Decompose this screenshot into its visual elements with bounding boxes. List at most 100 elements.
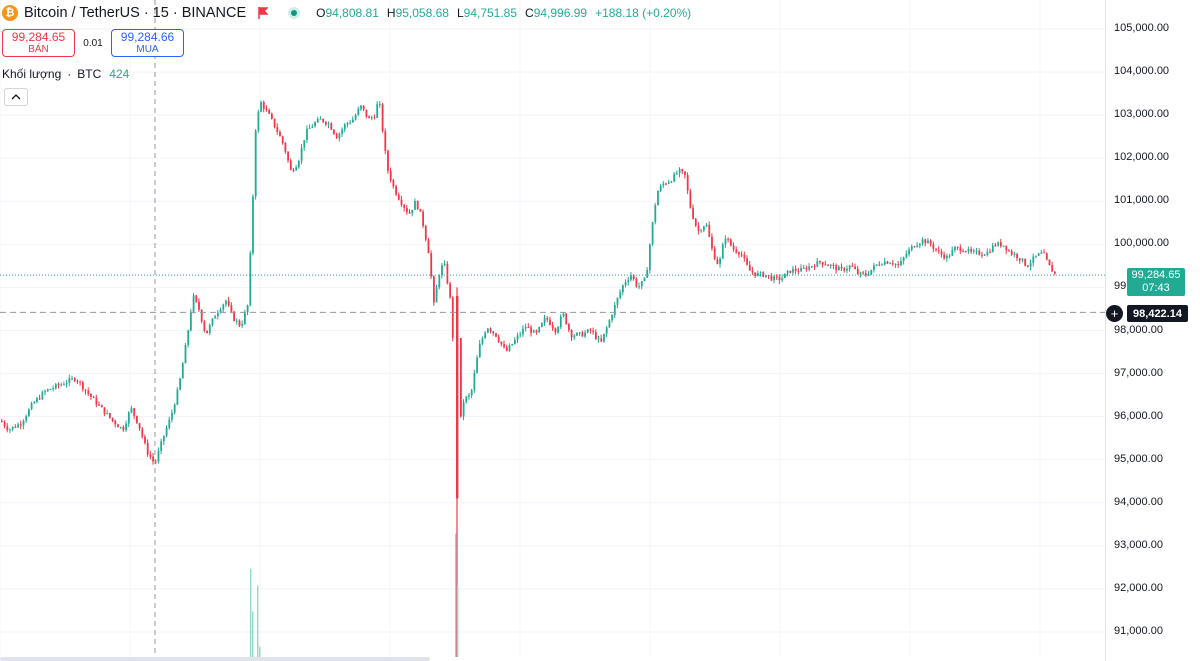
- candle-body: [354, 115, 357, 120]
- candle-body: [373, 117, 376, 119]
- candle-body: [854, 266, 856, 270]
- candle-body: [303, 140, 306, 148]
- buy-button[interactable]: 99,284.66 MUA: [111, 29, 184, 57]
- price-axis-tick-label: 96,000.00: [1114, 409, 1163, 422]
- price-axis-tick-label: 95,000.00: [1114, 452, 1163, 465]
- candle-body: [654, 205, 657, 223]
- candle-body: [325, 122, 327, 125]
- candle-body: [314, 122, 316, 127]
- volume-legend[interactable]: Khối lượng · BTC 424: [2, 67, 129, 81]
- candle-body: [511, 343, 514, 346]
- candle-body: [727, 238, 730, 240]
- candle-body: [400, 199, 403, 205]
- candle-body: [940, 251, 943, 255]
- candle-body: [246, 305, 249, 313]
- candle-body: [959, 247, 962, 252]
- candle-body: [937, 250, 940, 252]
- candle-body: [484, 332, 487, 339]
- candle-body: [230, 305, 233, 312]
- candle-body: [946, 255, 948, 259]
- sell-button[interactable]: 99,284.65 BÁN: [2, 29, 75, 57]
- candle-body: [694, 218, 697, 226]
- candle-body: [751, 270, 754, 273]
- candle-body: [1037, 253, 1040, 256]
- price-axis-tick-label: 91,000.00: [1114, 625, 1163, 637]
- candle-body: [1040, 252, 1043, 254]
- buy-price: 99,284.66: [120, 29, 175, 44]
- candle-body: [357, 109, 360, 116]
- candle-body: [522, 328, 524, 335]
- candle-body: [835, 265, 838, 271]
- candle-body: [441, 265, 443, 276]
- candle-body: [956, 247, 959, 249]
- candle-body: [103, 407, 106, 415]
- candle-body: [100, 405, 103, 408]
- candle-body: [1032, 256, 1035, 264]
- candle-body: [975, 250, 978, 252]
- collapse-legend-button[interactable]: [4, 88, 28, 106]
- candle-body: [794, 268, 797, 271]
- candle-body: [964, 251, 967, 253]
- ohlc-high-label: H: [386, 6, 396, 20]
- candle-body: [414, 201, 416, 210]
- candle-body: [395, 186, 397, 195]
- candle-body: [813, 266, 816, 268]
- candle-body: [95, 397, 98, 405]
- candle-body: [770, 275, 773, 281]
- red-flag-icon[interactable]: [258, 7, 269, 19]
- candle-body: [136, 415, 138, 424]
- candle-body: [214, 316, 217, 319]
- candle-body: [1018, 258, 1021, 261]
- candle-body: [265, 108, 268, 110]
- candle-body: [627, 279, 630, 283]
- candle-body: [883, 261, 886, 265]
- buy-label: MUA: [136, 44, 159, 56]
- candle-body: [605, 327, 608, 334]
- candle-body: [519, 334, 522, 336]
- candle-body: [840, 266, 843, 269]
- candle-body: [721, 244, 724, 259]
- plus-circle-icon[interactable]: +: [1106, 305, 1123, 322]
- candle-body: [163, 435, 165, 442]
- candle-body: [311, 126, 314, 128]
- candle-body: [778, 276, 781, 281]
- sell-price: 99,284.65: [11, 29, 66, 44]
- candle-body: [667, 182, 670, 184]
- candle-body: [33, 402, 36, 404]
- candle-body: [90, 393, 92, 397]
- market-open-dot-icon[interactable]: [288, 7, 301, 19]
- candle-body: [408, 212, 411, 214]
- candle-body: [649, 244, 651, 271]
- candle-body: [608, 320, 611, 328]
- candle-body: [403, 204, 406, 208]
- candle-body: [160, 441, 163, 451]
- candle-body: [516, 335, 519, 340]
- candle-body: [886, 261, 889, 264]
- price-axis-tick-label: 100,000.00: [1114, 237, 1170, 250]
- candle-body: [948, 255, 951, 257]
- candle-body: [595, 332, 597, 340]
- candle-body: [419, 208, 422, 212]
- candle-body: [411, 209, 414, 214]
- price-axis-tick-label: 101,000.00: [1114, 194, 1170, 207]
- candle-body: [338, 133, 341, 139]
- candle-body: [684, 171, 686, 176]
- candle-body: [387, 150, 389, 171]
- symbol-title[interactable]: Bitcoin / TetherUS · 15 · BINANCE: [24, 5, 247, 21]
- candle-body: [133, 408, 136, 416]
- candle-body: [473, 373, 476, 391]
- candle-body: [179, 378, 181, 390]
- candle-body: [6, 426, 9, 431]
- candle-body: [762, 272, 765, 277]
- candle-body: [786, 270, 789, 274]
- candle-body: [227, 300, 230, 306]
- candle-body: [184, 345, 187, 364]
- candle-body: [130, 408, 133, 413]
- candle-body: [630, 275, 632, 280]
- sell-label: BÁN: [28, 44, 49, 56]
- candle-body: [468, 395, 470, 397]
- candle-body: [559, 316, 562, 328]
- candle-body: [187, 330, 190, 346]
